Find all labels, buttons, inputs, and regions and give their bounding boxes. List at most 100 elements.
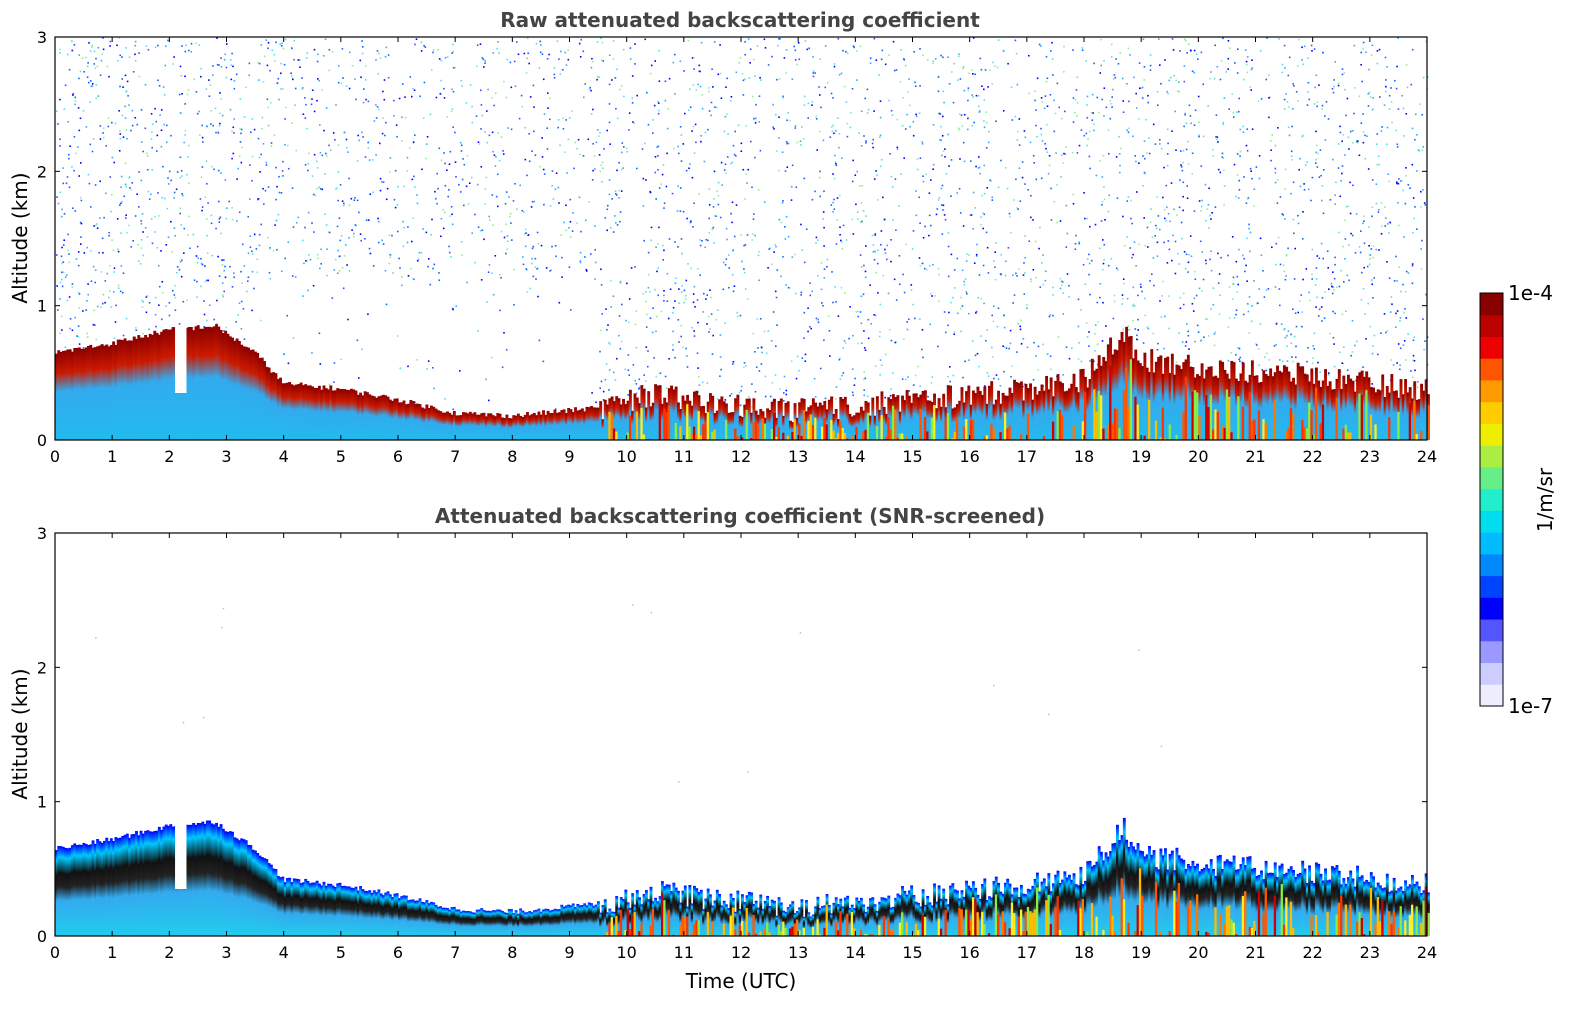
speckle xyxy=(372,191,374,194)
backscatter-column xyxy=(157,334,161,440)
speckle xyxy=(156,150,158,152)
backscatter-column xyxy=(718,399,722,440)
speckle xyxy=(882,274,884,277)
speckle xyxy=(1050,187,1052,190)
speckle xyxy=(275,166,277,169)
speckle xyxy=(1138,649,1140,651)
speckle xyxy=(708,204,711,206)
backscatter-column xyxy=(446,411,449,440)
speckle xyxy=(1098,247,1101,250)
speckle xyxy=(1360,122,1363,124)
speckle xyxy=(1341,172,1343,175)
speckle xyxy=(1370,279,1373,282)
speckle xyxy=(203,325,205,328)
speckle xyxy=(1155,227,1158,230)
backscatter-column xyxy=(750,412,754,440)
speckle xyxy=(258,244,261,247)
speckle xyxy=(224,53,226,56)
speckle xyxy=(699,239,701,241)
speckle xyxy=(795,186,798,188)
speckle xyxy=(1245,60,1248,63)
speckle xyxy=(940,187,943,190)
speckle xyxy=(1085,60,1087,62)
speckle xyxy=(1352,142,1354,144)
speckle xyxy=(140,239,143,241)
speckle xyxy=(364,79,367,81)
speckle xyxy=(1053,130,1056,133)
speckle xyxy=(674,241,676,243)
speckle xyxy=(113,271,115,273)
speckle xyxy=(1420,268,1423,270)
backscatter-column xyxy=(381,394,385,440)
speckle xyxy=(206,252,209,254)
speckle xyxy=(420,50,423,52)
speckle xyxy=(335,104,337,106)
speckle xyxy=(251,180,253,182)
speckle xyxy=(566,172,568,174)
speckle xyxy=(212,124,214,127)
backscatter-column xyxy=(1013,379,1016,440)
speckle xyxy=(1331,88,1334,90)
convective-streak xyxy=(1344,424,1348,440)
speckle xyxy=(270,142,273,144)
speckle xyxy=(68,261,70,264)
speckle xyxy=(1308,291,1310,294)
backscatter-column xyxy=(311,386,314,440)
speckle xyxy=(488,264,491,266)
speckle xyxy=(1094,324,1097,326)
convective-streak xyxy=(1413,400,1417,440)
convective-streak xyxy=(1397,411,1401,440)
speckle xyxy=(260,223,263,226)
speckle xyxy=(968,254,970,256)
backscatter-column xyxy=(837,419,840,440)
backscatter-column xyxy=(514,415,518,440)
speckle xyxy=(1223,185,1226,187)
speckle xyxy=(1365,338,1367,340)
speckle xyxy=(674,356,676,359)
convective-streak xyxy=(754,421,758,440)
speckle xyxy=(1368,226,1370,228)
speckle xyxy=(833,65,836,68)
speckle xyxy=(1421,239,1423,242)
speckle xyxy=(1384,90,1387,93)
speckle xyxy=(1399,368,1401,371)
speckle xyxy=(1009,215,1011,218)
backscatter-column xyxy=(578,409,582,440)
speckle xyxy=(109,45,111,47)
speckle xyxy=(509,215,511,218)
speckle xyxy=(1363,220,1365,222)
speckle xyxy=(1371,383,1373,385)
speckle xyxy=(79,117,82,120)
speckle xyxy=(1168,79,1171,82)
speckle xyxy=(826,258,829,261)
speckle xyxy=(879,116,882,119)
speckle xyxy=(1363,266,1365,269)
speckle xyxy=(398,257,400,260)
speckle xyxy=(1183,65,1186,67)
speckle xyxy=(662,164,665,166)
speckle xyxy=(1412,339,1415,342)
backscatter-column xyxy=(660,403,664,440)
backscatter-column xyxy=(1351,380,1355,440)
backscatter-column xyxy=(853,415,856,440)
speckle xyxy=(557,126,559,129)
speckle xyxy=(317,53,319,56)
speckle xyxy=(500,136,503,138)
speckle xyxy=(527,234,529,236)
speckle xyxy=(1178,263,1181,265)
speckle xyxy=(212,74,214,76)
speckle xyxy=(1381,126,1383,128)
speckle xyxy=(1096,301,1099,304)
speckle xyxy=(827,315,830,318)
speckle xyxy=(96,65,99,68)
speckle xyxy=(991,314,993,317)
backscatter-column xyxy=(352,888,356,936)
speckle xyxy=(140,223,143,225)
speckle xyxy=(1193,210,1196,212)
speckle xyxy=(393,198,396,201)
speckle xyxy=(719,216,722,219)
backscatter-column xyxy=(274,373,278,440)
speckle xyxy=(1287,247,1289,250)
speckle xyxy=(93,50,96,53)
speckle xyxy=(1111,96,1113,98)
